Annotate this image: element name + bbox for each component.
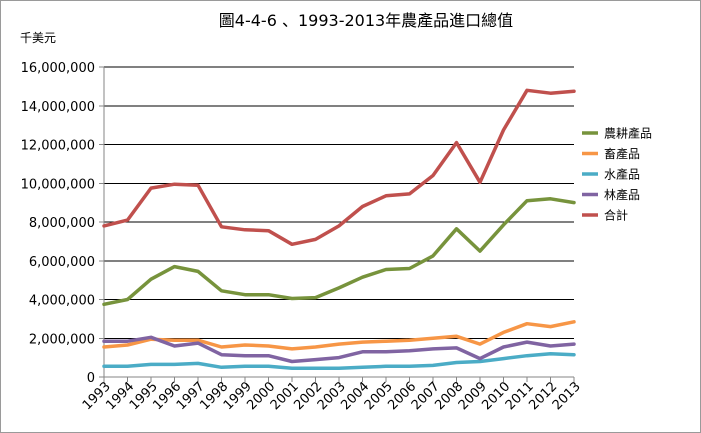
series-lines [102,88,576,371]
series-line [102,320,576,351]
y-tick-label: 12,000,000 [21,139,95,154]
y-axis-ticks: 0 2,000,000 4,000,000 6,000,000 8,000,000 10,… [21,61,104,386]
y-tick-label: 2,000,000 [29,332,95,347]
series-line [102,197,576,307]
series-line [102,335,576,364]
series-line [102,88,576,247]
legend-label: 林產品 [604,187,640,202]
legend-label: 水產品 [604,167,640,182]
gridlines [104,66,574,339]
y-tick-label: 16,000,000 [21,61,95,76]
y-tick-label: 10,000,000 [21,177,95,192]
y-axis-unit-label: 千美元 [20,31,56,45]
chart-title: 圖4-4-6 、1993-2013年農產品進口總值 [219,11,513,30]
x-tick-label: 2013 [550,379,584,413]
legend-label: 畜產品 [604,146,640,161]
y-tick-label: 6,000,000 [29,255,95,270]
y-tick-label: 4,000,000 [29,294,95,309]
y-tick-label: 14,000,000 [21,100,95,115]
x-axis-ticks: 1993199419951996199719981999200020012002… [80,377,584,413]
legend-label: 農耕產品 [604,126,652,141]
y-tick-label: 0 [87,371,95,386]
series-line [102,352,576,371]
legend-label: 合計 [604,208,628,223]
y-tick-label: 8,000,000 [29,216,95,231]
